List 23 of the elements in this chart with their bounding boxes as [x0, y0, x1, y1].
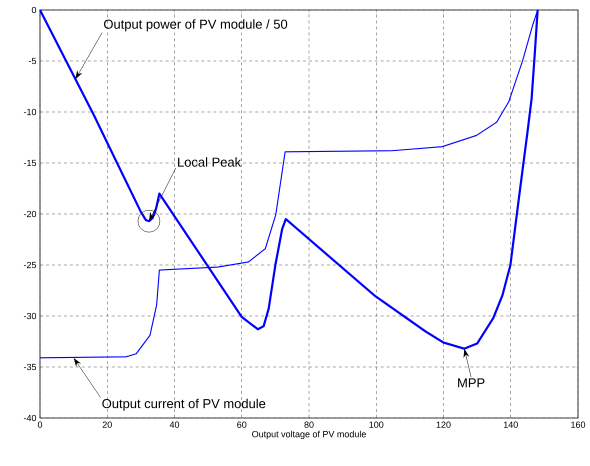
x-tick-label: 140: [504, 422, 518, 428]
annotation: MPP: [458, 378, 484, 388]
y-tick-label: -25: [24, 262, 36, 268]
y-tick-label: -30: [24, 312, 36, 320]
y-tick-label: -10: [24, 108, 36, 116]
x-tick-label: 80: [304, 422, 314, 428]
annotation: Output power of PV module / 50: [104, 19, 288, 32]
x-tick-label: 40: [170, 422, 180, 428]
x-axis-title: Output voltage of PV module: [252, 430, 366, 440]
x-tick-label: 0: [38, 422, 42, 428]
y-tick-label: -20: [24, 210, 36, 218]
x-tick-label: 60: [237, 422, 246, 428]
y-tick-label: -5: [28, 58, 36, 64]
y-tick-label: -40: [24, 414, 36, 422]
x-tick-label: 20: [102, 422, 112, 428]
annotation: Output current of PV module: [102, 398, 266, 411]
x-tick-label: 100: [369, 422, 384, 428]
y-tick-label: -35: [24, 364, 36, 370]
x-tick-label: 120: [436, 422, 451, 428]
x-tick-label: 160: [571, 422, 586, 428]
annotation: Local Peak: [178, 157, 242, 167]
y-tick-label: 0: [32, 6, 36, 14]
y-tick-label: -15: [24, 160, 36, 166]
